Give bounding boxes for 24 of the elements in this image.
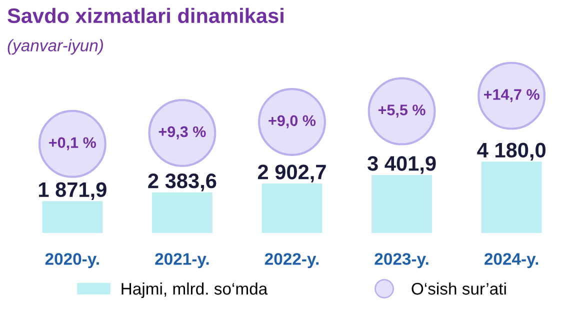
- data-label: 4 180,0: [477, 142, 546, 161]
- x-tick-label: 2023-y.: [374, 253, 428, 268]
- text: +9,0 %: [268, 115, 316, 128]
- chart-title: Savdo xizmatlari dinamikasi: [8, 8, 284, 24]
- bar: [481, 162, 542, 234]
- bar: [262, 184, 322, 234]
- text: +0,1 %: [49, 137, 96, 150]
- text: +9,3 %: [158, 126, 206, 140]
- chart-subtitle: (yanvar-iyun): [8, 39, 103, 55]
- x-tick-label: 2020-y.: [45, 253, 99, 268]
- x-tick-label: 2022-y.: [264, 253, 319, 268]
- x-tick-label: 2021-y.: [155, 253, 209, 268]
- text: +14,7 %: [484, 89, 540, 102]
- text: +5,5 %: [378, 104, 426, 118]
- data-label: 2 383,6: [148, 174, 216, 192]
- bar: [152, 192, 212, 234]
- legend-label: Hajmi, mlrd. so‘mda: [122, 282, 268, 298]
- data-label: 3 401,9: [368, 156, 436, 174]
- data-label: 1 871,9: [38, 182, 106, 200]
- text: O‘sish sur’ati: [412, 282, 506, 295]
- bar: [42, 201, 103, 234]
- data-label: 2 902,7: [258, 164, 326, 182]
- x-tick-label: 2024-y.: [484, 253, 538, 268]
- bar: [372, 174, 432, 234]
